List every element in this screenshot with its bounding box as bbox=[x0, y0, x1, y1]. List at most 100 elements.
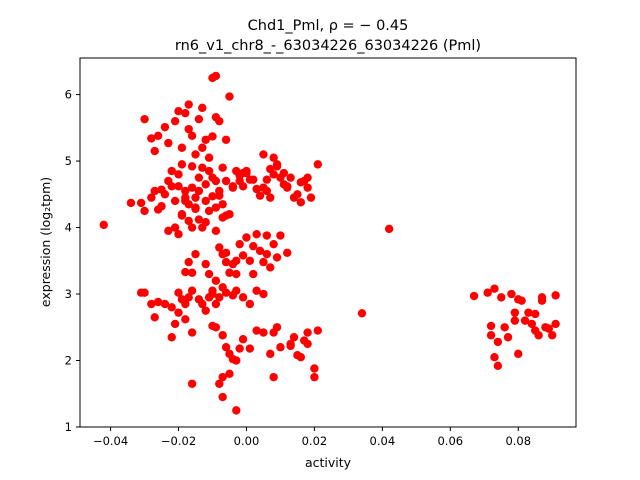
data-point-143 bbox=[266, 263, 275, 272]
data-point-104 bbox=[293, 190, 302, 199]
y-tick-label: 1 bbox=[65, 420, 72, 434]
y-tick-label: 6 bbox=[65, 88, 72, 102]
data-point-240 bbox=[531, 309, 540, 319]
data-point-210 bbox=[225, 369, 234, 379]
data-point-78 bbox=[218, 213, 227, 222]
data-point-205 bbox=[310, 364, 319, 373]
data-point-198 bbox=[272, 323, 282, 332]
data-point-172 bbox=[259, 289, 268, 299]
data-point-221 bbox=[483, 288, 492, 297]
data-point-144 bbox=[269, 239, 278, 249]
x-tick-label: 0.00 bbox=[234, 434, 260, 448]
data-point-244 bbox=[537, 293, 547, 302]
data-point-133 bbox=[232, 269, 241, 279]
data-point-15 bbox=[184, 124, 193, 134]
data-point-24 bbox=[215, 116, 224, 126]
data-point-239 bbox=[527, 319, 537, 329]
data-point-105 bbox=[296, 198, 306, 207]
data-point-168 bbox=[232, 286, 241, 295]
data-point-109 bbox=[313, 160, 323, 169]
data-point-211 bbox=[187, 379, 197, 388]
data-point-163 bbox=[211, 299, 221, 309]
data-point-75 bbox=[208, 173, 217, 182]
data-point-152 bbox=[211, 226, 221, 236]
data-point-0 bbox=[99, 220, 108, 230]
data-point-29 bbox=[211, 71, 221, 81]
data-point-215 bbox=[293, 350, 302, 360]
data-point-4 bbox=[147, 134, 156, 143]
data-point-227 bbox=[493, 361, 503, 371]
data-point-131 bbox=[225, 268, 234, 277]
data-point-70 bbox=[191, 203, 200, 212]
data-point-20 bbox=[201, 135, 210, 144]
data-point-97 bbox=[269, 170, 278, 179]
data-point-171 bbox=[252, 286, 261, 295]
data-point-50 bbox=[201, 218, 210, 227]
data-point-237 bbox=[520, 316, 530, 325]
data-point-187 bbox=[221, 343, 231, 352]
y-tick-label: 5 bbox=[65, 154, 72, 168]
y-axis-label: expression (log₂tpm) bbox=[38, 177, 53, 307]
data-point-128 bbox=[215, 243, 224, 252]
data-point-26 bbox=[221, 135, 231, 144]
data-point-17 bbox=[191, 150, 200, 159]
data-point-31 bbox=[184, 100, 193, 109]
x-tick-label: 0.02 bbox=[302, 434, 328, 448]
data-point-224 bbox=[490, 352, 499, 362]
data-point-115 bbox=[266, 193, 275, 202]
data-point-84 bbox=[187, 183, 197, 192]
data-point-225 bbox=[490, 284, 499, 293]
data-point-77 bbox=[215, 191, 224, 200]
data-point-64 bbox=[170, 223, 180, 232]
data-point-66 bbox=[177, 210, 187, 219]
data-point-195 bbox=[259, 328, 268, 337]
y-tick-label: 4 bbox=[65, 221, 72, 235]
x-tick-label: 0.04 bbox=[370, 434, 396, 448]
data-point-145 bbox=[272, 253, 282, 262]
data-point-156 bbox=[184, 293, 193, 302]
data-point-38 bbox=[160, 190, 170, 199]
data-point-12 bbox=[174, 106, 183, 116]
data-point-212 bbox=[232, 406, 241, 415]
data-point-141 bbox=[259, 257, 268, 267]
data-point-146 bbox=[276, 231, 285, 240]
data-point-93 bbox=[255, 191, 265, 200]
data-point-182 bbox=[150, 313, 159, 322]
data-point-123 bbox=[191, 249, 200, 259]
data-point-33 bbox=[140, 206, 149, 216]
data-point-25 bbox=[218, 163, 227, 172]
data-point-155 bbox=[181, 299, 190, 309]
data-point-199 bbox=[276, 343, 285, 352]
data-point-68 bbox=[184, 216, 193, 226]
data-point-41 bbox=[170, 196, 180, 206]
data-point-119 bbox=[238, 168, 248, 178]
data-point-6 bbox=[153, 131, 163, 140]
data-point-125 bbox=[204, 269, 214, 279]
data-point-151 bbox=[262, 231, 272, 240]
data-point-231 bbox=[507, 289, 516, 299]
data-point-83 bbox=[181, 196, 190, 206]
y-axis-ticks: 1 2 3 4 5 6 bbox=[65, 88, 80, 434]
data-point-149 bbox=[232, 256, 241, 265]
data-point-110 bbox=[259, 150, 268, 159]
data-point-46 bbox=[187, 162, 197, 171]
data-point-48 bbox=[194, 215, 204, 224]
data-point-73 bbox=[201, 180, 210, 189]
data-point-218 bbox=[357, 309, 367, 318]
x-tick-label: −0.02 bbox=[161, 434, 196, 448]
data-point-229 bbox=[500, 323, 509, 332]
data-point-27 bbox=[198, 103, 207, 113]
data-point-32 bbox=[136, 198, 146, 208]
data-point-88 bbox=[228, 182, 238, 191]
data-point-248 bbox=[551, 319, 560, 329]
data-point-130 bbox=[221, 257, 231, 267]
data-point-150 bbox=[249, 241, 258, 251]
data-point-230 bbox=[503, 333, 513, 342]
data-point-134 bbox=[235, 239, 244, 249]
data-point-30 bbox=[225, 92, 234, 101]
data-point-79 bbox=[221, 176, 231, 186]
data-point-114 bbox=[262, 186, 272, 196]
data-point-206 bbox=[313, 326, 323, 335]
data-point-183 bbox=[136, 288, 146, 297]
data-point-136 bbox=[242, 233, 251, 242]
